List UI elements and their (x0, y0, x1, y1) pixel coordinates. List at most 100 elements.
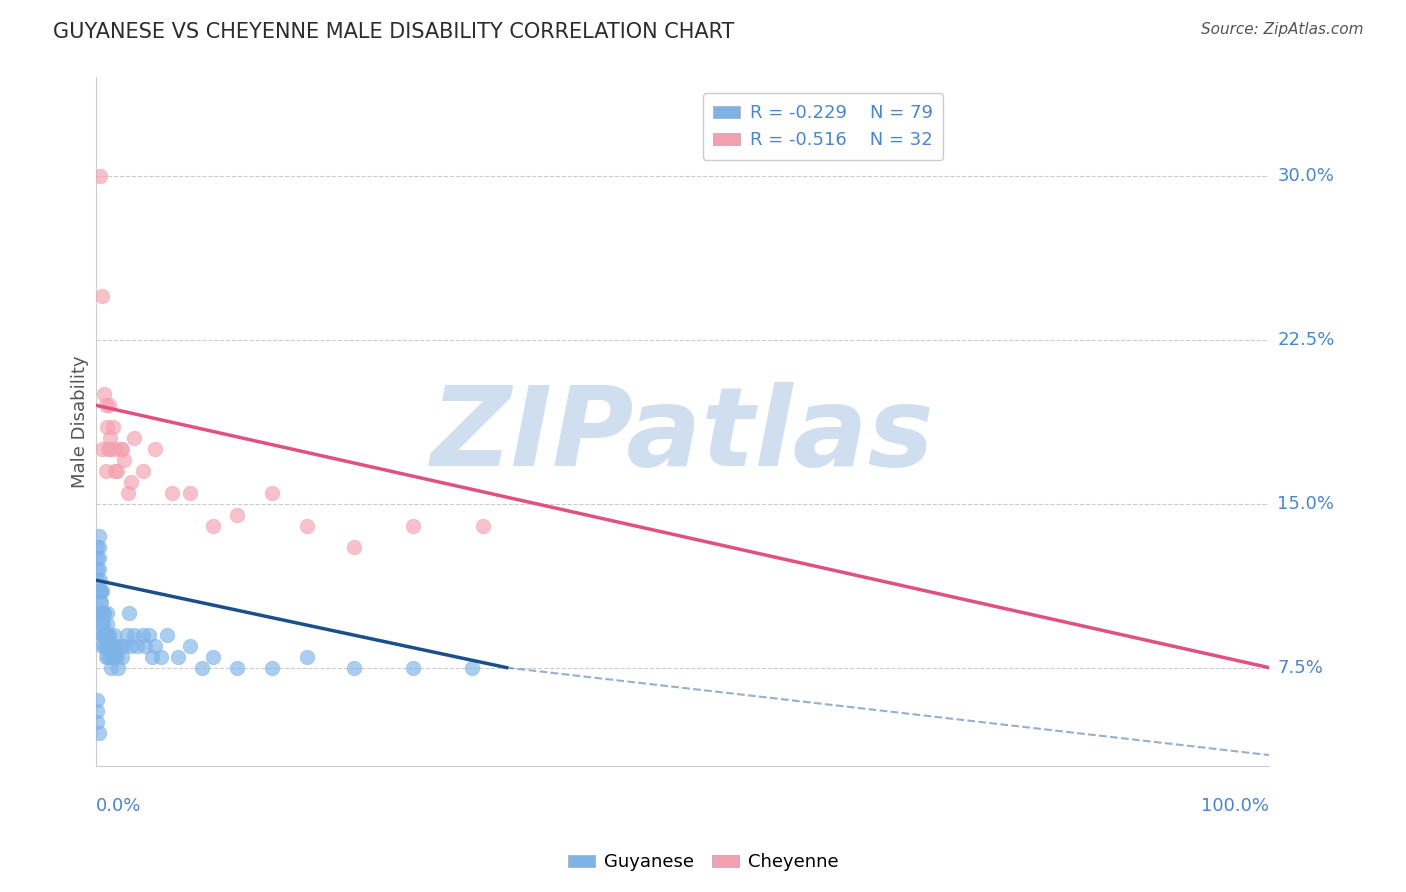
Point (86, 562, 108, 576)
Point (120, 639, 142, 653)
Point (98, 639, 121, 653)
Point (117, 485, 139, 500)
Point (86, 704, 108, 718)
Point (402, 660, 425, 674)
Point (104, 442, 127, 456)
Point (93, 606, 115, 620)
Point (91, 606, 114, 620)
Point (104, 464, 127, 478)
Point (104, 649, 127, 664)
Y-axis label: Male Disability: Male Disability (72, 355, 89, 488)
Point (262, 485, 284, 500)
Point (90, 584, 112, 599)
Point (472, 518, 495, 533)
Point (87, 584, 110, 599)
Point (91, 442, 114, 456)
Point (162, 485, 184, 500)
Point (179, 639, 201, 653)
Point (122, 431, 145, 445)
Point (90, 606, 112, 620)
Point (127, 639, 149, 653)
Point (112, 453, 135, 467)
Point (94, 464, 117, 478)
Point (111, 442, 134, 456)
Point (98, 398, 121, 412)
Point (141, 649, 163, 664)
Point (149, 649, 172, 664)
Point (91, 639, 114, 653)
Point (190, 660, 212, 674)
Point (155, 628, 177, 642)
Point (105, 649, 128, 664)
Point (297, 649, 319, 664)
Point (93, 628, 115, 642)
Point (94, 628, 117, 642)
Point (115, 628, 138, 642)
Point (91, 616, 114, 631)
Point (91, 628, 114, 642)
Point (87, 529, 110, 543)
Text: Source: ZipAtlas.com: Source: ZipAtlas.com (1201, 22, 1364, 37)
Point (98, 639, 121, 653)
Point (96, 628, 118, 642)
Legend: R = -0.229    N = 79, R = -0.516    N = 32: R = -0.229 N = 79, R = -0.516 N = 32 (703, 94, 943, 160)
Point (97, 639, 120, 653)
Point (343, 660, 366, 674)
Text: 0.0%: 0.0% (96, 797, 142, 814)
Point (120, 475, 142, 489)
Point (111, 649, 134, 664)
Text: ZIPatlas: ZIPatlas (430, 382, 935, 489)
Point (96, 420, 118, 434)
Text: 100.0%: 100.0% (1201, 797, 1270, 814)
Point (202, 518, 225, 533)
Point (98, 442, 121, 456)
Point (101, 420, 124, 434)
Point (96, 606, 118, 620)
Point (460, 660, 482, 674)
Point (97, 442, 120, 456)
Point (402, 518, 425, 533)
Point (100, 639, 122, 653)
Point (93, 387, 115, 401)
Point (94, 649, 117, 664)
Text: 7.5%: 7.5% (1278, 658, 1323, 677)
Point (91, 628, 114, 642)
Point (87, 541, 110, 555)
Point (134, 639, 156, 653)
Point (98, 431, 121, 445)
Point (87, 562, 110, 576)
Point (110, 442, 132, 456)
Point (86, 551, 108, 566)
Point (91, 616, 114, 631)
Point (179, 485, 201, 500)
Point (89, 573, 111, 587)
Point (86, 715, 108, 730)
Point (226, 660, 249, 674)
Point (167, 649, 190, 664)
Point (107, 660, 129, 674)
Point (138, 628, 160, 642)
Point (262, 660, 284, 674)
Point (202, 649, 225, 664)
Point (103, 639, 125, 653)
Point (118, 606, 141, 620)
Point (226, 508, 249, 522)
Point (101, 649, 124, 664)
Legend: Guyanese, Cheyenne: Guyanese, Cheyenne (561, 847, 845, 879)
Point (91, 584, 114, 599)
Text: 22.5%: 22.5% (1278, 331, 1334, 349)
Point (94, 398, 117, 412)
Text: 15.0%: 15.0% (1278, 495, 1334, 513)
Point (89, 584, 111, 599)
Point (132, 464, 155, 478)
Point (105, 464, 128, 478)
Point (87, 726, 110, 740)
Point (98, 628, 121, 642)
Point (86, 573, 108, 587)
Point (91, 289, 114, 303)
Point (98, 649, 121, 664)
Point (343, 541, 366, 555)
Point (90, 616, 112, 631)
Point (103, 628, 125, 642)
Point (97, 628, 120, 642)
